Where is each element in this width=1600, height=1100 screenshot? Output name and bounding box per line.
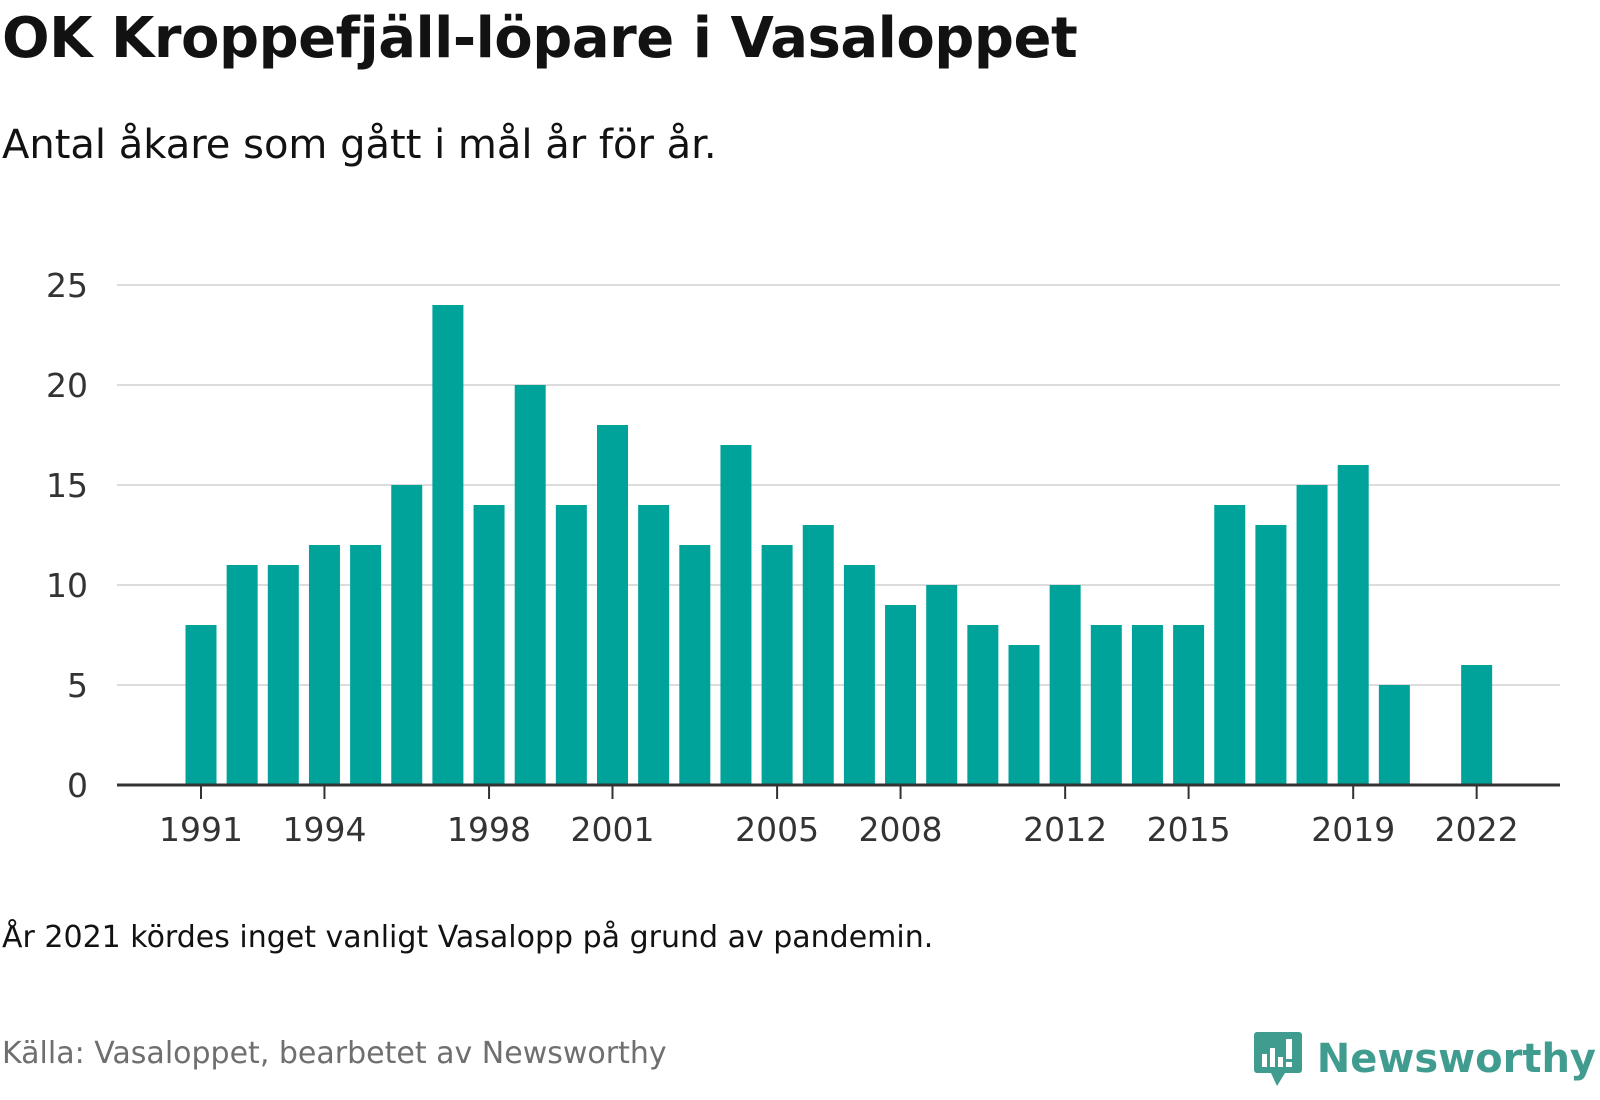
x-tick-label: 2015 [1147, 810, 1231, 849]
bar-2002 [638, 505, 670, 785]
brand-block: Newsworthy [1253, 1030, 1596, 1088]
bar-2006 [802, 525, 834, 785]
bar-2012 [1049, 585, 1081, 785]
y-tick-label: 5 [67, 666, 88, 705]
x-tick-label: 2008 [859, 810, 943, 849]
bar-2000 [555, 505, 587, 785]
bar-2017 [1255, 525, 1287, 785]
x-tick-label: 1998 [447, 810, 531, 849]
bar-2020 [1378, 685, 1410, 785]
y-axis-ticks: 0 5 10 15 20 25 [46, 266, 88, 805]
bar-1993 [267, 565, 299, 785]
x-tick-label: 2001 [571, 810, 655, 849]
bar-2007 [843, 565, 875, 785]
bar-2009 [926, 585, 958, 785]
x-tick-label: 2005 [735, 810, 819, 849]
page-subtitle: Antal åkare som gått i mål år för år. [2, 122, 717, 168]
x-tick-label: 1991 [159, 810, 243, 849]
x-tick-label: 2019 [1311, 810, 1395, 849]
bar-1991 [185, 625, 217, 785]
x-tick-label: 1994 [282, 810, 366, 849]
bar-2016 [1214, 505, 1246, 785]
bar-1997 [432, 305, 464, 785]
bar-1992 [226, 565, 258, 785]
bar-2010 [967, 625, 999, 785]
x-tick-label: 2012 [1023, 810, 1107, 849]
brand-name: Newsworthy [1316, 1036, 1596, 1082]
bar-2005 [761, 545, 793, 785]
bar-2004 [720, 445, 752, 785]
y-tick-label: 10 [46, 566, 88, 605]
bar-2015 [1173, 625, 1205, 785]
bar-chart: 0 5 10 15 20 25 1991 1994 1998 2001 2005 2008 2012 2… [46, 266, 1560, 849]
bar-1996 [391, 485, 423, 785]
bar-1994 [308, 545, 340, 785]
bar-2018 [1296, 485, 1328, 785]
bar-2001 [597, 425, 628, 785]
bar-2019 [1337, 465, 1369, 785]
bars [185, 305, 1493, 785]
page-title: OK Kroppefjäll-löpare i Vasaloppet [2, 6, 1078, 71]
bar-1998 [473, 505, 505, 785]
bar-2014 [1131, 625, 1163, 785]
bar-1999 [514, 385, 546, 785]
bar-2013 [1090, 625, 1122, 785]
bar-2003 [679, 545, 711, 785]
bar-2022 [1461, 665, 1493, 785]
bar-1995 [350, 545, 382, 785]
y-tick-label: 20 [46, 366, 88, 405]
source-credit: Källa: Vasaloppet, bearbetet av Newswort… [2, 1036, 667, 1071]
y-tick-label: 0 [67, 766, 88, 805]
y-tick-label: 25 [46, 266, 88, 305]
newsworthy-logo-icon [1253, 1032, 1302, 1086]
y-tick-label: 15 [46, 466, 88, 505]
footnote: År 2021 kördes inget vanligt Vasalopp på… [2, 920, 934, 955]
bar-2008 [885, 605, 917, 785]
x-tick-label: 2022 [1435, 810, 1519, 849]
x-axis-ticks: 1991 1994 1998 2001 2005 2008 2012 2015 2019 2022 [159, 785, 1519, 849]
bar-2011 [1008, 645, 1040, 785]
